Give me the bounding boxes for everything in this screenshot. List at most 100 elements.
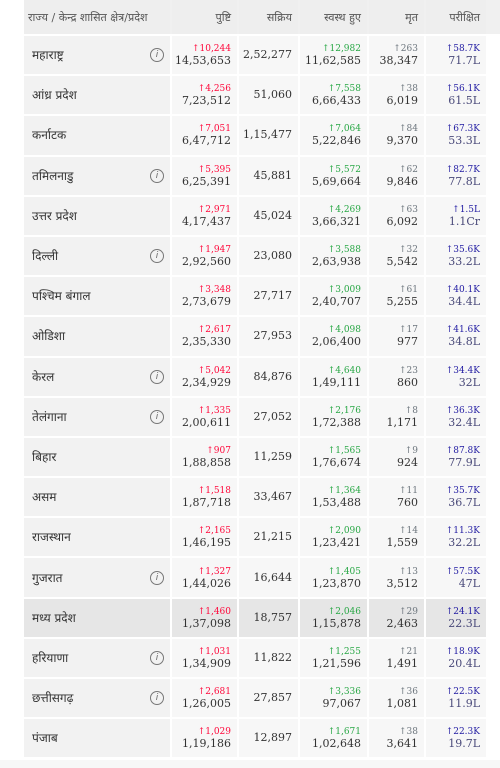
table-row[interactable]: पंजाब ↑1,029 1,19,186 12,897 ↑1,671 1,02,648 ↑…: [24, 717, 500, 758]
info-icon[interactable]: i: [150, 249, 164, 264]
tested-value: 19.7L: [448, 737, 480, 751]
header-state[interactable]: राज्य / केन्द्र शासित क्षेत्र/प्रदेश: [24, 0, 170, 34]
state-cell[interactable]: छत्तीसगढ़ i: [24, 679, 170, 718]
tested-value: 32.4L: [448, 415, 480, 429]
table-body: महाराष्ट्र i ↑10,244 14,53,653 2,52,277 ↑12,9…: [24, 34, 500, 758]
active-cell: 21,215: [239, 518, 298, 557]
state-cell[interactable]: मध्य प्रदेश: [24, 598, 170, 637]
state-cell[interactable]: हरियाणा i: [24, 638, 170, 677]
active-value: 21,215: [253, 530, 293, 544]
info-icon[interactable]: i: [150, 691, 164, 706]
table-row[interactable]: छत्तीसगढ़ i ↑2,681 1,26,005 27,857 ↑3,336 97,0…: [24, 677, 500, 718]
state-cell[interactable]: उत्तर प्रदेश: [24, 196, 170, 235]
deceased-value: 9,846: [386, 174, 419, 188]
state-name: तमिलनाडु: [32, 168, 74, 183]
table-row[interactable]: हरियाणा i ↑1,031 1,34,909 11,822 ↑1,255 1,21,5…: [24, 637, 500, 677]
state-cell[interactable]: राजस्थान: [24, 518, 170, 557]
table-row[interactable]: महाराष्ट्र i ↑10,244 14,53,653 2,52,277 ↑12,9…: [24, 34, 500, 75]
tested-delta: ↑67.3K: [445, 124, 480, 135]
header-active[interactable]: सक्रिय: [239, 0, 298, 34]
deceased-delta: ↑63: [399, 204, 418, 215]
active-cell: 27,717: [239, 277, 298, 316]
deceased-delta: ↑29: [399, 606, 418, 617]
recovered-delta: ↑1,255: [327, 646, 361, 657]
state-cell[interactable]: असम: [24, 478, 170, 517]
table-row[interactable]: तेलंगाना i ↑1,335 2,00,611 27,052 ↑2,176 1,72,…: [24, 396, 500, 436]
confirmed-value: 1,88,858: [182, 455, 231, 469]
tested-value: 34.8L: [448, 335, 480, 349]
confirmed-cell: ↑1,031 1,34,909: [172, 638, 237, 677]
info-icon[interactable]: i: [150, 48, 164, 63]
table-row[interactable]: ओडिशा ↑2,617 2,35,330 27,953 ↑4,098 2,06,400 ↑…: [24, 315, 500, 356]
info-icon[interactable]: i: [150, 650, 164, 665]
header-recovered[interactable]: स्वस्थ हुए: [300, 0, 367, 34]
table-row[interactable]: कर्नाटक ↑7,051 6,47,712 1,15,477 ↑7,064 5,22,…: [24, 114, 500, 155]
state-cell[interactable]: पश्चिम बंगाल: [24, 277, 170, 316]
tested-cell: ↑41.6K 34.8L: [426, 317, 486, 356]
confirmed-delta: ↑1,518: [197, 486, 231, 497]
state-cell[interactable]: आंध्र प्रदेश: [24, 76, 170, 115]
deceased-value: 1,559: [386, 536, 419, 550]
state-name: आंध्र प्रदेश: [32, 88, 77, 103]
table-row[interactable]: आंध्र प्रदेश ↑4,256 7,23,512 51,060 ↑7,558 6,…: [24, 74, 500, 115]
recovered-delta: ↑1,405: [327, 566, 361, 577]
deceased-value: 977: [397, 335, 418, 349]
recovered-cell: ↑7,064 5,22,846: [300, 116, 367, 155]
recovered-cell: ↑3,009 2,40,707: [300, 277, 367, 316]
state-cell[interactable]: गुजरात i: [24, 558, 170, 597]
info-icon[interactable]: i: [150, 409, 164, 424]
recovered-delta: ↑7,558: [327, 84, 361, 95]
header-confirmed[interactable]: पुष्टि: [172, 0, 237, 34]
table-row[interactable]: राजस्थान ↑2,165 1,46,195 21,215 ↑2,090 1,23,4…: [24, 516, 500, 557]
state-cell[interactable]: महाराष्ट्र i: [24, 36, 170, 75]
table-row[interactable]: मध्य प्रदेश ↑1,460 1,37,098 18,757 ↑2,046 1,1…: [24, 597, 500, 637]
deceased-delta: ↑38: [399, 727, 418, 738]
state-cell[interactable]: पंजाब: [24, 719, 170, 758]
active-value: 27,953: [253, 329, 293, 343]
active-cell: 45,881: [239, 156, 298, 195]
confirmed-value: 4,17,437: [182, 214, 231, 228]
header-deceased[interactable]: मृत: [369, 0, 424, 34]
info-icon[interactable]: i: [150, 369, 164, 384]
table-row[interactable]: गुजरात i ↑1,327 1,44,026 16,644 ↑1,405 1,23,87…: [24, 556, 500, 597]
table-row[interactable]: पश्चिम बंगाल ↑3,348 2,73,679 27,717 ↑3,009 2,…: [24, 275, 500, 316]
recovered-value: 2,63,938: [312, 255, 361, 269]
info-icon[interactable]: i: [150, 570, 164, 585]
tested-cell: ↑1.5L 1.1Cr: [426, 196, 486, 235]
table-row[interactable]: केरल i ↑5,042 2,34,929 84,876 ↑4,640 1,49,111 ↑…: [24, 356, 500, 396]
confirmed-value: 1,26,005: [182, 697, 231, 711]
active-value: 11,822: [253, 650, 293, 664]
state-table: राज्य / केन्द्र शासित क्षेत्र/प्रदेश पुष…: [24, 0, 500, 758]
tested-value: 61.5L: [448, 94, 480, 108]
recovered-value: 1,15,878: [312, 616, 361, 630]
confirmed-value: 1,34,909: [182, 656, 231, 670]
recovered-cell: ↑2,090 1,23,421: [300, 518, 367, 557]
tested-delta: ↑22.3K: [445, 727, 480, 738]
table-row[interactable]: तमिलनाडु i ↑5,395 6,25,391 45,881 ↑5,572 5,69,…: [24, 155, 500, 195]
tested-value: 20.4L: [448, 656, 480, 670]
state-name: गुजरात: [32, 570, 63, 585]
state-cell[interactable]: ओडिशा: [24, 317, 170, 356]
table-row[interactable]: उत्तर प्रदेश ↑2,971 4,17,437 45,024 ↑4,269 3,…: [24, 195, 500, 235]
table-row[interactable]: दिल्ली i ↑1,947 2,92,560 23,080 ↑3,588 2,63,93…: [24, 235, 500, 276]
active-value: 45,881: [253, 168, 293, 182]
recovered-delta: ↑4,640: [327, 365, 361, 376]
table-row[interactable]: बिहार ↑907 1,88,858 11,259 ↑1,565 1,76,674 ↑9 9…: [24, 436, 500, 477]
recovered-delta: ↑2,046: [327, 606, 361, 617]
state-cell[interactable]: तेलंगाना i: [24, 397, 170, 436]
tested-value: 11.9L: [448, 697, 480, 711]
confirmed-cell: ↑1,460 1,37,098: [172, 598, 237, 637]
recovered-value: 2,40,707: [312, 295, 361, 309]
recovered-value: 11,62,585: [305, 54, 361, 68]
tested-cell: ↑36.3K 32.4L: [426, 397, 486, 436]
info-icon[interactable]: i: [150, 168, 164, 183]
tested-delta: ↑22.5K: [445, 687, 480, 698]
state-cell[interactable]: दिल्ली i: [24, 236, 170, 276]
recovered-value: 1,23,870: [312, 576, 361, 590]
table-row[interactable]: असम ↑1,518 1,87,718 33,467 ↑1,364 1,53,488 ↑11…: [24, 476, 500, 517]
header-tested[interactable]: परीक्षित: [426, 0, 486, 34]
state-cell[interactable]: कर्नाटक: [24, 116, 170, 155]
state-cell[interactable]: तमिलनाडु i: [24, 156, 170, 195]
state-cell[interactable]: केरल i: [24, 357, 170, 396]
state-cell[interactable]: बिहार: [24, 437, 170, 477]
